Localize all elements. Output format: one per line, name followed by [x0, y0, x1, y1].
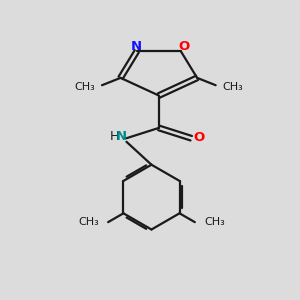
Text: H: H	[110, 130, 119, 143]
Text: N: N	[131, 40, 142, 52]
Text: CH₃: CH₃	[78, 217, 99, 227]
Text: O: O	[194, 131, 205, 144]
Text: N: N	[116, 130, 127, 143]
Text: O: O	[178, 40, 190, 52]
Text: CH₃: CH₃	[222, 82, 243, 92]
Text: CH₃: CH₃	[204, 217, 225, 227]
Text: CH₃: CH₃	[75, 82, 95, 92]
